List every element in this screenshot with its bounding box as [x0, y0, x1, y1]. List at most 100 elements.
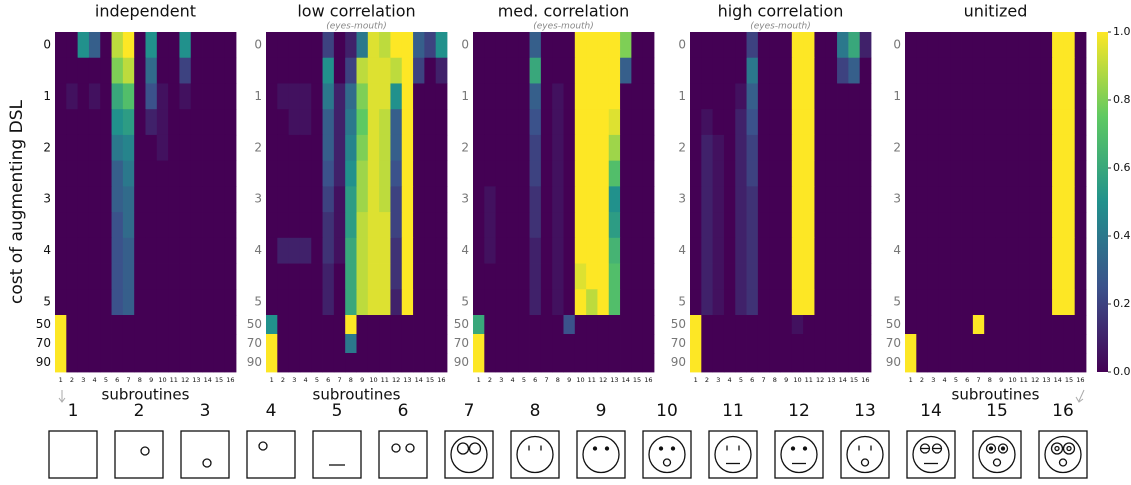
- heatmap-cell: [402, 32, 414, 58]
- heatmap-cell: [266, 83, 278, 109]
- heatmap-cell: [357, 289, 369, 315]
- heatmap-cell: [1041, 83, 1053, 109]
- heatmap-cell: [311, 315, 323, 334]
- heatmap-cell: [631, 238, 643, 264]
- heatmap-cell: [1018, 109, 1030, 135]
- heatmap-cell: [541, 83, 553, 109]
- y-tick-label: 50: [886, 317, 901, 331]
- heatmap-cell: [1029, 58, 1041, 84]
- heatmap-cell: [402, 238, 414, 264]
- heatmap-cell: [123, 212, 135, 238]
- heatmap-cell: [168, 186, 180, 212]
- y-tick-label: 4: [893, 243, 901, 257]
- heatmap-cell: [781, 135, 793, 161]
- heatmap-cell: [701, 315, 713, 334]
- heatmap-cell: [402, 161, 414, 187]
- heatmap-cell: [300, 334, 312, 353]
- heatmap-cell: [701, 109, 713, 135]
- heatmap-cell: [984, 83, 996, 109]
- icon-frame: [775, 431, 823, 478]
- heatmap-cell: [781, 212, 793, 238]
- heatmap-cell: [973, 83, 985, 109]
- heatmap-cell: [792, 212, 804, 238]
- heatmap-cell: [507, 58, 519, 84]
- heatmap-cell: [357, 315, 369, 334]
- icon-frame: [115, 431, 163, 478]
- heatmap-cell: [701, 212, 713, 238]
- heatmap-cell: [564, 161, 576, 187]
- heatmap-cell: [769, 212, 781, 238]
- heatmap-cell: [379, 32, 391, 58]
- heatmap-cell: [564, 83, 576, 109]
- heatmap-cell: [289, 186, 301, 212]
- x-tick-label: 13: [192, 376, 200, 384]
- heatmap-cell: [266, 161, 278, 187]
- heatmap-cell: [724, 186, 736, 212]
- heatmap-cell: [357, 109, 369, 135]
- heatmap-cell: [803, 238, 815, 264]
- heatmap-cell: [277, 334, 289, 353]
- icon: [247, 431, 295, 478]
- heatmap-cell: [357, 334, 369, 353]
- x-tick-label: 6: [750, 376, 754, 384]
- heatmap-cell: [837, 161, 849, 187]
- y-tick-label: 1: [893, 89, 901, 103]
- heatmap-cell: [814, 135, 826, 161]
- heatmap-cell: [191, 353, 203, 372]
- heatmap-cell: [1018, 264, 1030, 290]
- icon-shape: [259, 442, 267, 450]
- heatmap-cell: [518, 58, 530, 84]
- heatmap-cell: [597, 353, 609, 372]
- heatmap-cell: [747, 161, 759, 187]
- heatmap-cell: [213, 109, 225, 135]
- heatmap-cell: [690, 264, 702, 290]
- icon-face: [451, 437, 487, 473]
- x-tick-label: 10: [793, 376, 801, 384]
- heatmap-cell: [1052, 264, 1064, 290]
- heatmap-cell: [1018, 353, 1030, 372]
- heatmap-cell: [996, 353, 1008, 372]
- heatmap-cell: [597, 135, 609, 161]
- heatmap-cell: [323, 353, 335, 372]
- icon-shape: [406, 444, 414, 452]
- x-tick-label: 6: [115, 376, 119, 384]
- heatmap-cell: [860, 353, 872, 372]
- heatmap-cell: [609, 32, 621, 58]
- heatmap-cell: [781, 186, 793, 212]
- x-tick-label: 12: [392, 376, 400, 384]
- heatmap-cell: [724, 58, 736, 84]
- heatmap-cell: [112, 161, 124, 187]
- heatmap-cell: [747, 135, 759, 161]
- heatmap-cell: [424, 186, 436, 212]
- heatmap-cell: [530, 334, 542, 353]
- icon-mouth: [664, 459, 671, 466]
- heatmap-cell: [781, 238, 793, 264]
- icon-label: 13: [854, 401, 876, 421]
- icon-label: 15: [986, 401, 1008, 421]
- heatmap-cell: [168, 83, 180, 109]
- heatmap-cell: [803, 212, 815, 238]
- heatmap-cell: [266, 32, 278, 58]
- heatmap-cell: [597, 289, 609, 315]
- heatmap-cell: [1041, 109, 1053, 135]
- heatmap-cell: [496, 58, 508, 84]
- heatmap-cell: [507, 161, 519, 187]
- heatmap-cell: [575, 109, 587, 135]
- heatmap-cell: [758, 289, 770, 315]
- heatmap-cell: [552, 264, 564, 290]
- heatmap-cell: [769, 83, 781, 109]
- y-tick-label: 3: [678, 192, 686, 206]
- heatmap-cell: [424, 58, 436, 84]
- heatmap-cell: [123, 334, 135, 353]
- heatmap-cell: [803, 334, 815, 353]
- heatmap-cell: [1075, 109, 1087, 135]
- heatmap-cell: [916, 58, 928, 84]
- heatmap-cell: [134, 109, 146, 135]
- heatmap-cell: [769, 161, 781, 187]
- heatmap-cell: [202, 186, 214, 212]
- heatmap-cell: [1075, 32, 1087, 58]
- heatmap-cell: [368, 161, 380, 187]
- colorbar-tick-label: 0.6: [1113, 161, 1131, 174]
- heatmap-cell: [973, 289, 985, 315]
- y-tick-label: 90: [247, 355, 262, 369]
